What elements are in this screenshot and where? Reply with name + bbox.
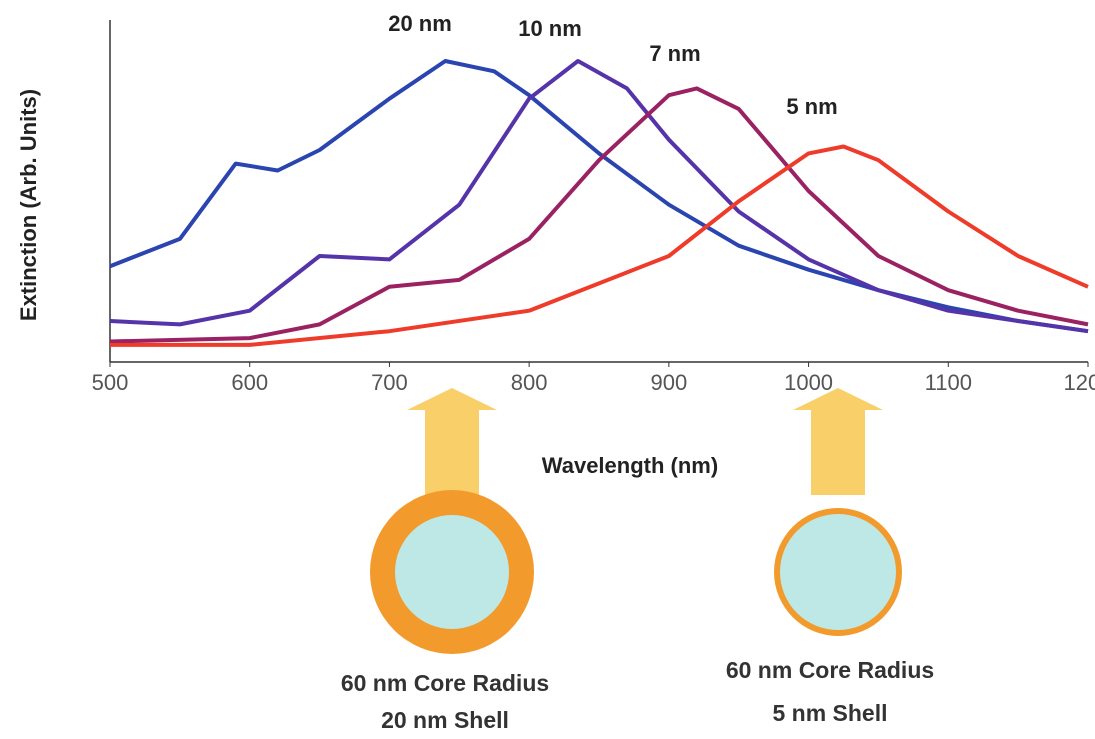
caption: 5 nm Shell [772,700,887,726]
series-label: 5 nm [786,94,837,119]
arrow [793,388,883,495]
series-line [110,61,1088,331]
series-label: 10 nm [518,16,582,41]
series-label: 20 nm [388,11,452,36]
x-tick-label: 900 [650,370,687,395]
x-tick-label: 1100 [925,370,972,395]
caption: 60 nm Core Radius [341,670,549,696]
series-label: 7 nm [649,41,700,66]
core [780,514,896,630]
x-tick-label: 800 [511,370,548,395]
figure: 60 nm Core Radius 20 nm Shell 60 nm Core… [0,0,1095,739]
caption: 20 nm Shell [381,707,509,733]
x-tick-label: 1000 [784,370,833,395]
y-axis-label: Extinction (Arb. Units) [16,89,41,321]
x-axis-label: Wavelength (nm) [542,453,718,478]
series-line [110,147,1088,345]
x-tick-label: 700 [371,370,408,395]
caption: 60 nm Core Radius [726,657,934,683]
series-line [110,61,1088,331]
x-tick-label: 500 [92,370,129,395]
arrow [407,388,497,495]
x-tick-label: 1200 [1064,370,1095,395]
core [395,515,509,629]
x-tick-label: 600 [231,370,268,395]
